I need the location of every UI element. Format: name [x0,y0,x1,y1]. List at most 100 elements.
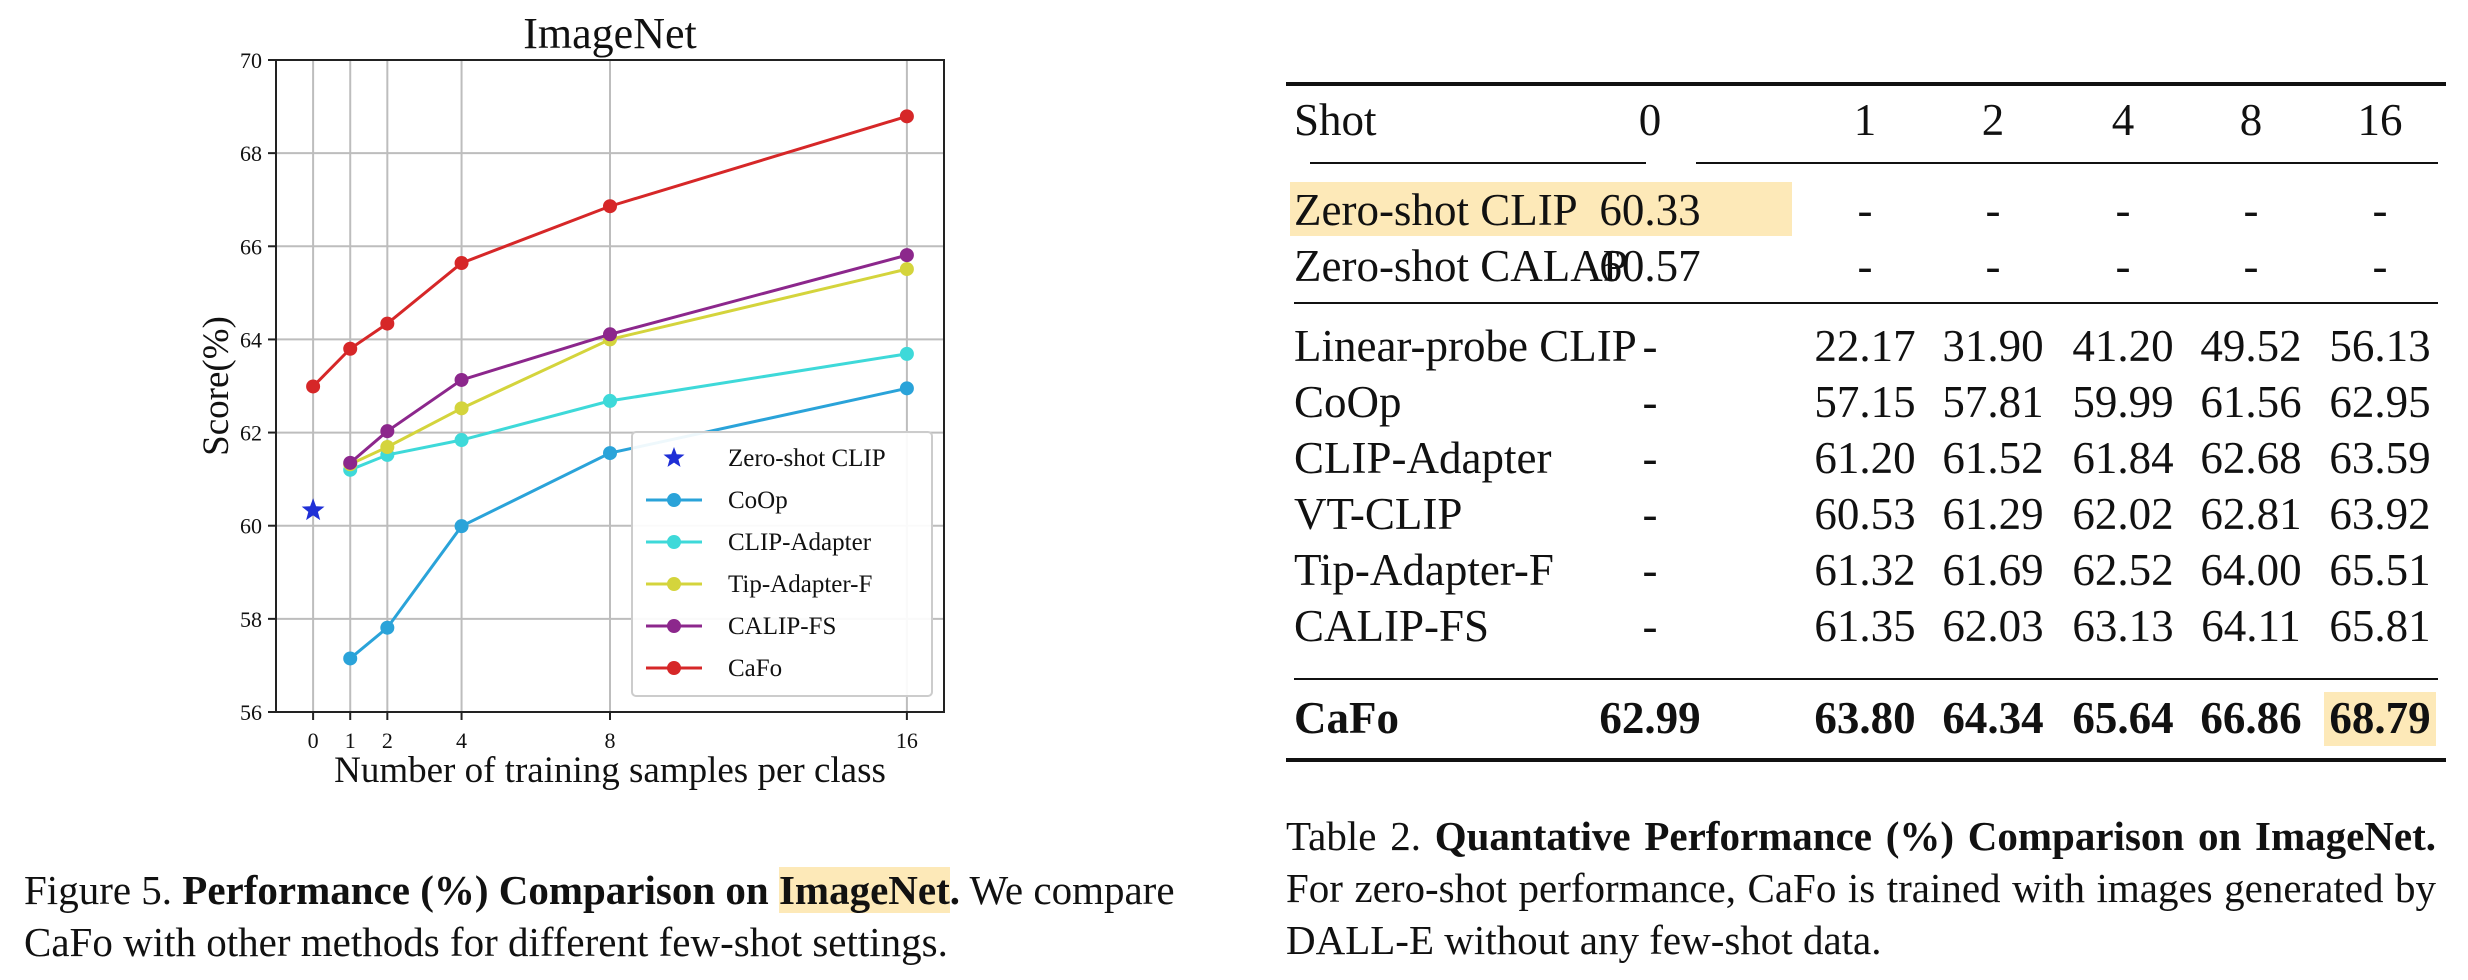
table-final-row-cell: 63.80 [1814,693,1916,743]
table-row-cell: 22.17 [1814,321,1916,371]
table-row-label: Tip-Adapter-F [1294,545,1554,595]
table-header-cell: 16 [2357,95,2403,145]
data-point-cafo [603,199,617,214]
data-point-tip-adapter-f [454,401,469,416]
table-row-cell: 57.15 [1814,377,1916,427]
figure-caption-highlight: ImageNet [778,867,950,913]
table-final-row-cell: 62.99 [1599,693,1701,743]
series-clip-adapter [343,346,914,477]
data-point-clip-adapter [454,433,469,448]
table-row-cell: - [2243,185,2259,235]
legend-label-clip-adapter: CLIP-Adapter [728,529,872,556]
table-row-cell: 60.53 [1814,489,1916,539]
table-row-cell: - [1857,241,1873,291]
table-row-cell: 62.95 [2329,377,2431,427]
table-header-cell: 2 [1981,95,2005,145]
data-point-coop [343,651,358,666]
table-top-rule [1286,82,2446,86]
table-header-cell: 1 [1853,95,1877,145]
legend-marker-zero-shot-clip [663,447,685,467]
table-row-label: VT-CLIP [1294,489,1463,539]
axis-ticks: 0 1 2 4 8 16 56 58 60 62 64 66 68 70 [240,48,918,753]
x-tick-label: 8 [605,728,616,753]
table-final-row-label: CaFo [1294,693,1399,743]
table-row-label: CoOp [1294,377,1402,427]
x-axis-label: Number of training samples per class [334,750,886,791]
table-caption-text: For zero-shot performance, CaFo is train… [1286,865,2436,963]
data-point-cafo [899,109,914,124]
table-caption: Table 2. Quantative Performance (%) Comp… [1286,810,2436,966]
data-point-calip-fs [899,248,914,263]
highlight-zero-shot-clip [1290,182,1792,236]
table-section-rule [1294,302,2438,304]
table-row-cell: 56.13 [2329,321,2431,371]
y-tick-label: 64 [240,327,262,352]
table-final-row-cell: 64.34 [1942,693,2044,743]
data-point-calip-fs [454,372,469,387]
table-row-label: CLIP-Adapter [1294,433,1552,483]
chart-series [301,109,914,666]
table-row-cell: 62.02 [2072,489,2174,539]
table-row-cell: - [1642,321,1658,371]
data-point-calip-fs [603,327,617,342]
y-tick-label: 60 [240,514,262,539]
legend-marker-coop [667,493,681,507]
data-point-cafo [454,256,469,271]
y-tick-label: 62 [240,421,262,446]
table-final-row-cell: 66.86 [2200,693,2302,743]
figure-caption-prefix: Figure 5. [24,867,173,913]
x-tick-label: 0 [308,728,319,753]
table-header-rule-left [1310,162,1646,164]
table-row-cell: 62.03 [1942,601,2044,651]
legend-box [631,431,933,697]
legend-label-tip-adapter-f: Tip-Adapter-F [728,571,872,598]
table-bottom-rule [1286,758,2446,762]
x-tick-label: 16 [896,728,918,753]
data-point-clip-adapter [603,393,617,408]
table-row-cell: 61.20 [1814,433,1916,483]
table-row-cell: - [2115,241,2131,291]
table-row-cell: 49.52 [2200,321,2302,371]
table-row-cell: - [2372,241,2388,291]
legend-marker-tip-adapter-f [667,577,681,591]
table-row-cell: - [1642,433,1658,483]
data-point-coop [603,446,617,461]
table-row-cell: 65.81 [2329,601,2431,651]
table-row-cell: 60.57 [1599,241,1701,291]
legend-label-calip-fs: CALIP-FS [728,613,836,640]
table-row-label: Zero-shot CALAP [1294,241,1628,291]
legend-marker-calip-fs [667,619,681,633]
table-row-cell: 63.92 [2329,489,2431,539]
data-point-cafo [380,316,395,331]
imagenet-line-chart: 0 1 2 4 8 16 56 58 60 62 64 66 68 70 ImageNet Number … [196,9,945,791]
table-row-cell: - [1642,545,1658,595]
y-tick-label: 56 [240,700,262,725]
legend-label-zero-shot-clip: Zero-shot CLIP [728,445,886,472]
table-caption-bold: Quantative Performance (%) Comparison on… [1434,813,2437,859]
table-row-label: CALIP-FS [1294,601,1490,651]
figure-caption: Figure 5. Performance (%) Comparison on … [24,864,1184,968]
chart-legend: Zero-shot CLIP CoOp CLIP-Adapter Tip-Adapte… [631,431,933,697]
figure-caption-bold-end: . [949,867,960,913]
table-row-cell: 57.81 [1942,377,2044,427]
table-row-cell: 63.59 [2329,433,2431,483]
y-tick-label: 68 [240,141,262,166]
table-row-cell: 61.32 [1814,545,1916,595]
y-axis-label: Score(%) [196,316,237,456]
data-point-cafo [343,341,358,356]
series-zero-shot-clip [301,498,325,521]
figure-caption-text: We compare CaFo with other methods for d… [24,867,1175,965]
legend-label-coop: CoOp [728,487,788,514]
table-row-cell: 60.33 [1599,185,1701,235]
table-row-cell: 64.11 [2201,601,2301,651]
series-line-cafo [312,114,908,388]
data-point-calip-fs [380,424,395,439]
y-tick-label: 66 [240,234,262,259]
x-tick-label: 1 [345,728,356,753]
data-point-coop [454,519,469,534]
table-row-cell: 61.35 [1814,601,1916,651]
data-point-coop [380,620,395,635]
table-row-cell: 61.29 [1942,489,2044,539]
table-row-cell: - [1642,601,1658,651]
data-point-calip-fs [343,455,358,470]
